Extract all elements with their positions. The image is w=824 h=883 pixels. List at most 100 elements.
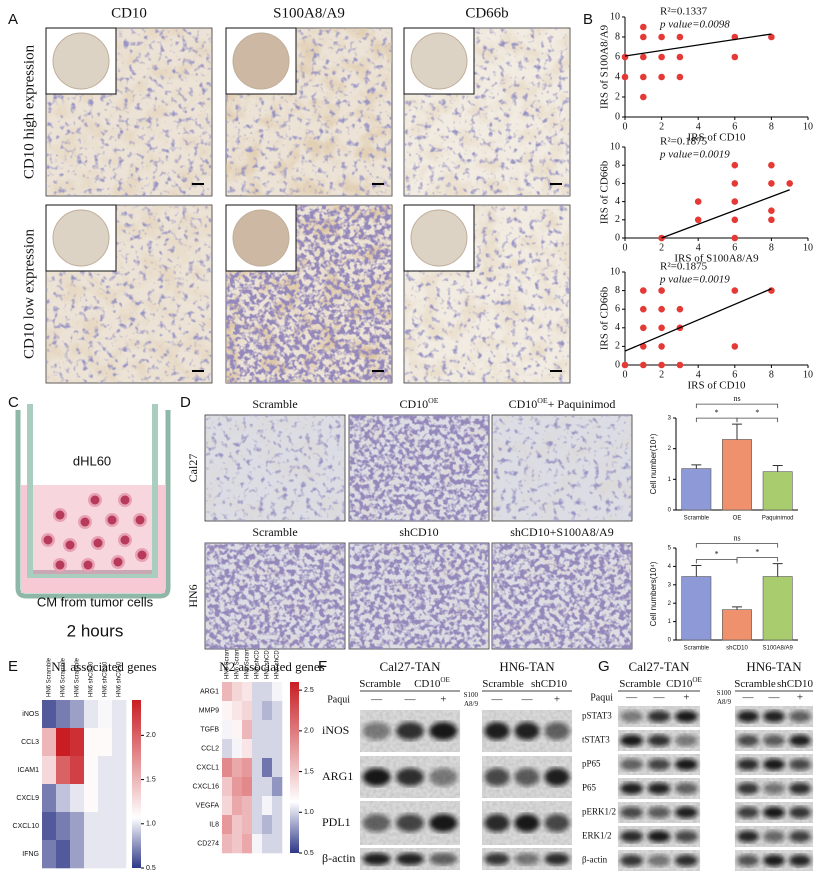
heatmap-cell [42, 784, 57, 813]
colorbar-tick-label: 2.0 [304, 728, 314, 735]
column-header-text: Scramble [252, 525, 297, 539]
column-label: HN6 shCD10 [117, 661, 123, 697]
row-label: HN6 [186, 584, 200, 607]
band [789, 782, 811, 795]
band [544, 768, 570, 786]
y-axis-label: Cell number(10⁴) [649, 433, 658, 494]
band [620, 710, 644, 723]
band [763, 854, 785, 867]
band [737, 806, 759, 819]
heatmap-cell [98, 728, 113, 757]
point [658, 73, 665, 81]
colorbar [290, 682, 299, 853]
y-tick-label: 0 [615, 111, 620, 122]
group-label-text: Scramble [734, 678, 776, 690]
band [647, 782, 671, 795]
significance-bracket [695, 417, 738, 423]
bar [681, 468, 712, 511]
x-tick-label: 4 [696, 369, 701, 380]
row-label: TGFB [200, 726, 219, 733]
y-tick-label: 2 [615, 91, 620, 102]
heatmap-cell [272, 720, 283, 740]
column-header-text: Scramble [252, 397, 297, 411]
band [362, 768, 391, 786]
point [658, 343, 665, 350]
panel-label: G [598, 658, 610, 675]
heatmap-cell [242, 815, 253, 835]
cell-nucleus [55, 510, 65, 520]
row-label: ICAM1 [18, 767, 40, 774]
nuclei [205, 543, 345, 649]
group-label-text: Scramble [619, 678, 661, 690]
error-bar [732, 606, 742, 610]
band [647, 830, 671, 843]
treatment-sign: + [683, 692, 689, 704]
heatmap-cell [112, 840, 127, 869]
column-label: HN6 shCD10 [275, 643, 281, 679]
point [640, 23, 647, 31]
blot-title: Cal27-TAN [628, 659, 690, 674]
group-label: Scramble [734, 678, 776, 690]
diagram-label: 2 hours [67, 621, 124, 640]
row-label: CXCL16 [193, 783, 220, 790]
protein-label: β-actin [322, 851, 355, 865]
heatmap-cell [112, 756, 127, 785]
y-tick-label: 8 [615, 31, 620, 42]
annotation: p value=0.0019 [659, 149, 730, 161]
heatmap-cell [84, 840, 99, 869]
band [674, 782, 698, 795]
column-label: HN6 Scramble [225, 639, 231, 679]
x-tick-label: 10 [803, 369, 813, 380]
band [484, 722, 510, 740]
point [658, 324, 665, 332]
band [674, 854, 698, 867]
point [658, 361, 665, 369]
treatment-sign: — [370, 694, 383, 706]
treatment-sign: + [797, 692, 803, 704]
bar [762, 471, 793, 511]
heatmap-cell [262, 739, 273, 759]
treatment-sign: — [742, 692, 755, 704]
y-tick-label: 2 [615, 341, 620, 352]
band [544, 852, 570, 866]
point [676, 305, 684, 313]
cell-nucleus [43, 535, 53, 545]
heatmap-cell [272, 701, 283, 721]
colorbar-tick-label: 1.0 [146, 821, 156, 828]
row-label: MMP9 [199, 707, 219, 714]
band [362, 814, 391, 832]
heatmap-cell [56, 812, 71, 841]
heatmap-cell [70, 728, 85, 757]
point [694, 198, 702, 205]
x-axis-label: IRS of S100A8/A9 [674, 253, 759, 265]
band [674, 734, 698, 747]
column-header: CD10OE+ Paquinimod [509, 396, 616, 411]
heatmap-cell [232, 720, 243, 740]
band [429, 852, 458, 866]
point [640, 33, 647, 41]
x-axis-label: IRS of CD10 [687, 132, 746, 144]
heatmap-cell [252, 682, 263, 702]
heatmap-cell [262, 777, 273, 797]
heatmap-cell [272, 682, 283, 702]
treatment-label: A8/9 [717, 698, 732, 706]
band [544, 814, 570, 832]
band [647, 710, 671, 723]
column-label: HN6 shCD10 [103, 661, 109, 697]
heatmap-cell [112, 812, 127, 841]
point [731, 287, 739, 294]
y-tick-label: 2 [615, 214, 620, 225]
group-label-text: shCD10 [777, 678, 814, 690]
heatmap-cell [232, 758, 243, 778]
band [763, 782, 785, 795]
point [640, 361, 647, 369]
y-tick-label: 2 [668, 446, 672, 452]
row-label: CXCL1 [196, 764, 219, 771]
y-axis-label: IRS of CD66b [599, 286, 611, 350]
heatmap-cell [70, 840, 85, 869]
error-bar [732, 423, 742, 440]
y-axis-label: IRS of S100A8/A9 [599, 24, 611, 109]
point [621, 361, 629, 369]
band [620, 830, 644, 843]
heatmap-cell [112, 700, 127, 729]
